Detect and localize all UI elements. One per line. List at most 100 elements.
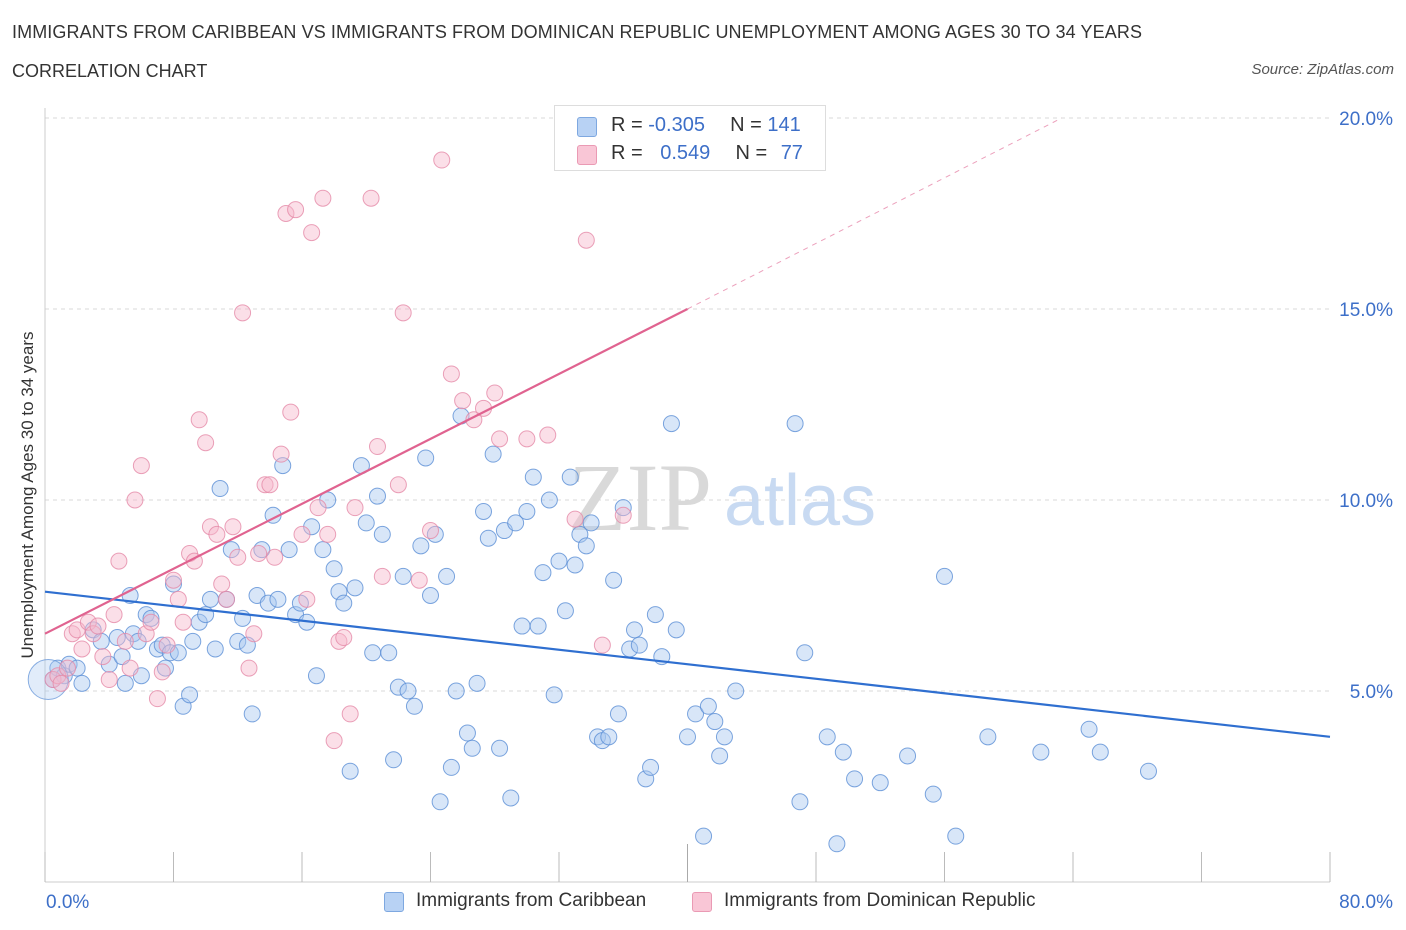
data-point-caribbean <box>646 606 664 624</box>
data-point-caribbean <box>206 640 224 658</box>
data-point-dominican <box>148 690 166 708</box>
data-point-caribbean <box>630 636 648 654</box>
data-point-dominican <box>346 499 364 517</box>
data-point-dominican <box>174 613 192 631</box>
data-point-dominican <box>229 548 247 566</box>
data-point-dominican <box>362 189 380 207</box>
data-point-dominican <box>261 476 279 494</box>
data-point-dominican <box>100 671 118 689</box>
grid-lines <box>45 117 1330 692</box>
x-tick-label: 0.0% <box>46 892 89 913</box>
trend-line-dominican <box>44 308 688 635</box>
data-point-dominican <box>169 590 187 608</box>
data-point-dominican <box>314 189 332 207</box>
data-point-dominican <box>518 430 536 448</box>
data-point-caribbean <box>947 827 965 845</box>
y-tick-label: 20.0% <box>1339 109 1393 130</box>
data-point-caribbean <box>561 468 579 486</box>
data-point-caribbean <box>642 758 660 776</box>
data-point-caribbean <box>582 514 600 532</box>
data-point-caribbean <box>1032 743 1050 761</box>
data-point-caribbean <box>507 514 525 532</box>
data-point-dominican <box>121 659 139 677</box>
chart-title: IMMIGRANTS FROM CARIBBEAN VS IMMIGRANTS … <box>12 22 1143 42</box>
trend-line-dominican-extension <box>687 117 1062 310</box>
data-point-caribbean <box>259 594 277 612</box>
data-point-caribbean <box>834 743 852 761</box>
data-point-caribbean <box>786 415 804 433</box>
data-point-caribbean <box>695 827 713 845</box>
data-point-dominican <box>58 659 76 677</box>
data-point-caribbean <box>484 445 502 463</box>
data-point-dominican <box>266 548 284 566</box>
data-point-dominican <box>105 606 123 624</box>
data-point-dominican <box>539 426 557 444</box>
data-point-dominican <box>614 506 632 524</box>
data-point-dominican <box>277 205 295 222</box>
data-point-caribbean <box>524 468 542 486</box>
trend-line-caribbean <box>44 590 1331 738</box>
data-point-dominican <box>298 590 316 608</box>
legend-r-label: R = <box>611 114 649 136</box>
y-tick-label: 15.0% <box>1339 300 1393 321</box>
data-point-caribbean <box>325 560 343 578</box>
data-point-dominican <box>325 732 343 750</box>
trend-lines <box>44 117 1331 738</box>
legend-swatch-blue <box>384 892 404 912</box>
data-point-caribbean <box>68 659 86 677</box>
legend-swatch-pink <box>577 145 597 165</box>
chart-subtitle: CORRELATION CHART <box>12 61 208 81</box>
data-point-caribbean <box>229 632 247 650</box>
data-point-dominican <box>240 659 258 677</box>
data-point-dominican <box>454 392 472 410</box>
tick-labels: 5.0% 10.0% 15.0% 20.0% 0.0% 80.0% <box>46 109 1393 913</box>
data-point-dominican <box>89 617 107 635</box>
data-point-caribbean <box>491 739 509 757</box>
data-point-caribbean <box>380 644 398 662</box>
legend-n-label: N = <box>735 142 773 164</box>
data-point-caribbean <box>566 556 584 574</box>
y-tick-label: 10.0% <box>1339 491 1393 512</box>
legend-n-value: 141 <box>767 114 801 136</box>
data-point-dominican <box>303 224 321 242</box>
series-caribbean-points <box>27 407 1157 853</box>
data-point-dominican <box>566 510 584 528</box>
data-point-caribbean <box>412 537 430 555</box>
data-point-caribbean <box>165 575 182 593</box>
y-tick-label: 5.0% <box>1350 682 1393 703</box>
legend-r-value: 0.549 <box>660 142 711 164</box>
data-point-caribbean <box>687 705 705 723</box>
data-point-dominican <box>593 636 611 654</box>
data-point-caribbean <box>545 686 563 704</box>
data-point-dominican <box>208 525 226 543</box>
watermark-atlas: atlas <box>724 461 876 541</box>
data-point-caribbean <box>715 728 733 746</box>
data-point-caribbean <box>699 697 717 715</box>
data-point-dominican <box>126 491 144 509</box>
data-point-caribbean <box>600 728 618 746</box>
data-point-dominican <box>94 648 112 666</box>
data-point-caribbean <box>846 770 864 788</box>
data-point-caribbean <box>142 609 160 627</box>
data-point-dominican <box>309 499 327 517</box>
data-point-caribbean <box>269 590 287 608</box>
data-point-caribbean <box>936 567 953 585</box>
data-point-caribbean <box>609 705 627 723</box>
data-point-dominican <box>110 552 128 570</box>
data-point-caribbean <box>556 602 574 620</box>
data-point-dominican <box>410 571 428 589</box>
legend-r-label: R = <box>611 142 649 164</box>
data-point-caribbean <box>442 758 460 776</box>
data-point-caribbean <box>307 667 325 685</box>
data-point-caribbean <box>502 789 520 807</box>
legend-n-value: 77 <box>780 142 803 164</box>
data-point-dominican <box>250 544 268 562</box>
data-point-caribbean <box>417 449 435 467</box>
data-point-dominican <box>142 613 160 631</box>
legend-label-dominican: Immigrants from Dominican Republic <box>724 890 1036 911</box>
data-point-caribbean <box>727 682 745 700</box>
data-point-caribbean <box>335 594 353 612</box>
data-point-caribbean <box>346 579 364 597</box>
data-point-caribbean <box>540 491 558 509</box>
data-point-caribbean <box>534 564 552 582</box>
